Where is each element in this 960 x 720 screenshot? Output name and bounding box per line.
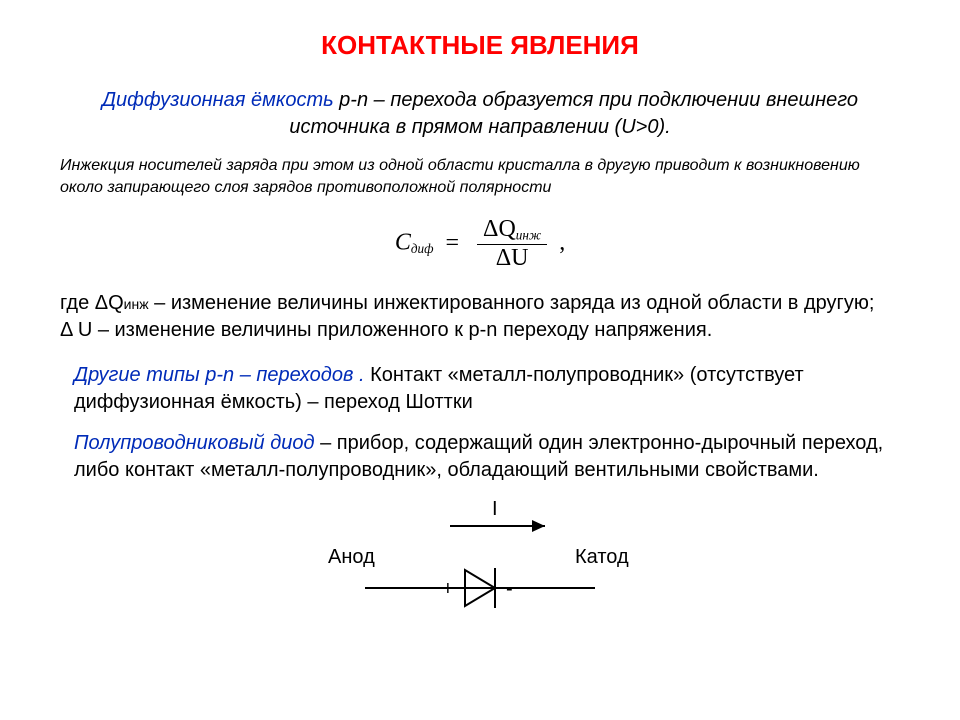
page: КОНТАКТНЫЕ ЯВЛЕНИЯ Диффузионная ёмкость … <box>0 0 960 720</box>
formula-fraction: ΔQинж ΔU <box>477 216 547 272</box>
lead-paragraph: Диффузионная ёмкость р-n – перехода обра… <box>70 87 890 141</box>
lead-rest: р-n – перехода образуется при подключени… <box>289 89 858 138</box>
formula-C: C <box>395 230 411 256</box>
formula-eq: = <box>445 230 459 256</box>
formula-dQ-sub: инж <box>516 227 541 242</box>
expl-1c: – изменение величины инжектированного за… <box>149 292 875 314</box>
para-other-term: Другие типы p-n – переходов . <box>74 364 365 386</box>
formula-C-sub: диф <box>411 241 434 256</box>
para-diode: Полупроводниковый диод – прибор, содержа… <box>60 430 900 484</box>
label-I: I <box>492 498 498 521</box>
formula-dQ: ΔQ <box>483 216 516 242</box>
formula-num: ΔQинж <box>477 216 547 245</box>
label-anode: Анод <box>328 546 375 569</box>
explanation: где ΔQинж – изменение величины инжектиро… <box>60 290 900 344</box>
sub-paragraph: Инжекция носителей заряда при этом из од… <box>60 155 900 198</box>
current-arrow-head <box>532 520 545 532</box>
label-plus: + <box>442 578 454 601</box>
formula-den: ΔU <box>477 245 547 273</box>
para-other: Другие типы p-n – переходов . Контакт «м… <box>60 362 900 416</box>
diode-diagram: I Анод Катод + - <box>270 498 690 618</box>
label-cathode: Катод <box>575 546 629 569</box>
para-diode-term: Полупроводниковый диод <box>74 432 315 454</box>
expl-2: Δ U – изменение величины приложенного к … <box>60 319 712 341</box>
expl-1b: инж <box>124 296 149 312</box>
formula: Cдиф = ΔQинж ΔU , <box>60 216 900 272</box>
formula-tail: , <box>559 230 565 256</box>
lead-term: Диффузионная ёмкость <box>102 89 334 111</box>
page-title: КОНТАКТНЫЕ ЯВЛЕНИЯ <box>60 30 900 61</box>
expl-1a: где ΔQ <box>60 292 124 314</box>
label-minus: - <box>506 578 513 601</box>
